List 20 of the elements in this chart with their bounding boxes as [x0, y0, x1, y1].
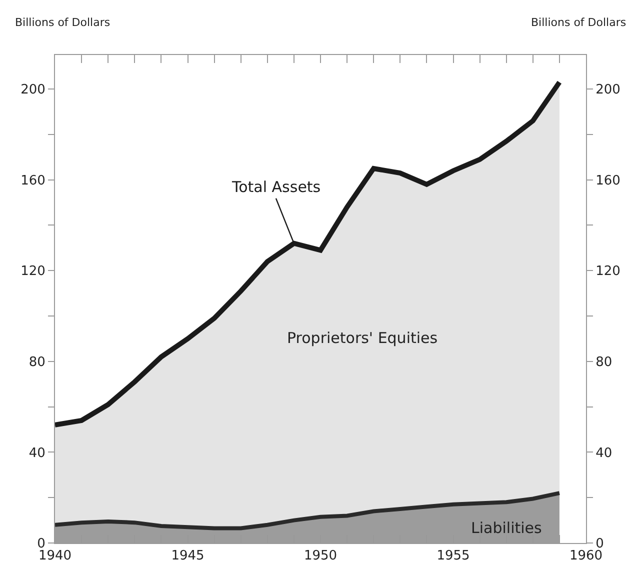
y2-tick-label: 200: [596, 82, 620, 98]
x-tick-label: 1950: [304, 548, 338, 564]
y-axis-title: Billions of Dollars: [15, 16, 110, 29]
x-tick-label: 1940: [38, 548, 72, 564]
y2-tick-label: 120: [596, 264, 620, 280]
y2-axis-title: Billions of Dollars: [531, 16, 626, 29]
y-tick-label: 40: [28, 446, 46, 461]
x-tick-label: 1945: [171, 548, 204, 564]
y2-tick-label: 40: [596, 446, 612, 461]
y-tick-label: 120: [20, 264, 46, 280]
series-label: Liabilities: [471, 519, 542, 537]
y-tick-label: 200: [20, 82, 46, 98]
x-tick-label: 1955: [436, 548, 470, 564]
y2-tick-label: 160: [596, 173, 620, 188]
y-tick-label: 80: [28, 354, 46, 370]
y2-tick-label: 80: [596, 354, 612, 370]
x-tick-label: 1960: [569, 548, 603, 564]
series-label: Total Assets: [231, 178, 321, 196]
annotation: Proprietors' Equities: [287, 329, 438, 347]
y-tick-label: 160: [20, 173, 46, 188]
